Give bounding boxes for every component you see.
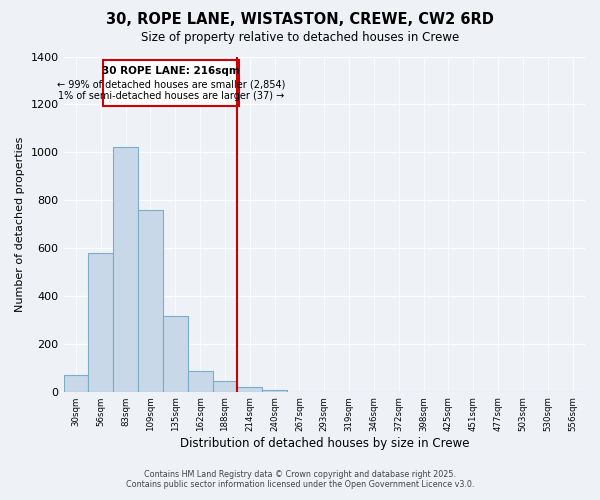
Bar	[188, 370, 212, 392]
Text: 30 ROPE LANE: 216sqm: 30 ROPE LANE: 216sqm	[102, 66, 240, 76]
Bar	[88, 253, 113, 392]
Bar	[238, 387, 262, 392]
Bar	[113, 148, 138, 392]
Text: Size of property relative to detached houses in Crewe: Size of property relative to detached ho…	[141, 31, 459, 44]
Bar	[138, 210, 163, 392]
Text: Contains HM Land Registry data © Crown copyright and database right 2025.
Contai: Contains HM Land Registry data © Crown c…	[126, 470, 474, 489]
X-axis label: Distribution of detached houses by size in Crewe: Distribution of detached houses by size …	[179, 437, 469, 450]
Bar	[262, 390, 287, 392]
FancyBboxPatch shape	[103, 60, 239, 106]
Text: ← 99% of detached houses are smaller (2,854): ← 99% of detached houses are smaller (2,…	[57, 79, 285, 89]
Text: 1% of semi-detached houses are larger (37) →: 1% of semi-detached houses are larger (3…	[58, 90, 284, 101]
Bar	[212, 381, 238, 392]
Bar	[163, 316, 188, 392]
Y-axis label: Number of detached properties: Number of detached properties	[15, 136, 25, 312]
Text: 30, ROPE LANE, WISTASTON, CREWE, CW2 6RD: 30, ROPE LANE, WISTASTON, CREWE, CW2 6RD	[106, 12, 494, 28]
Bar	[64, 376, 88, 392]
